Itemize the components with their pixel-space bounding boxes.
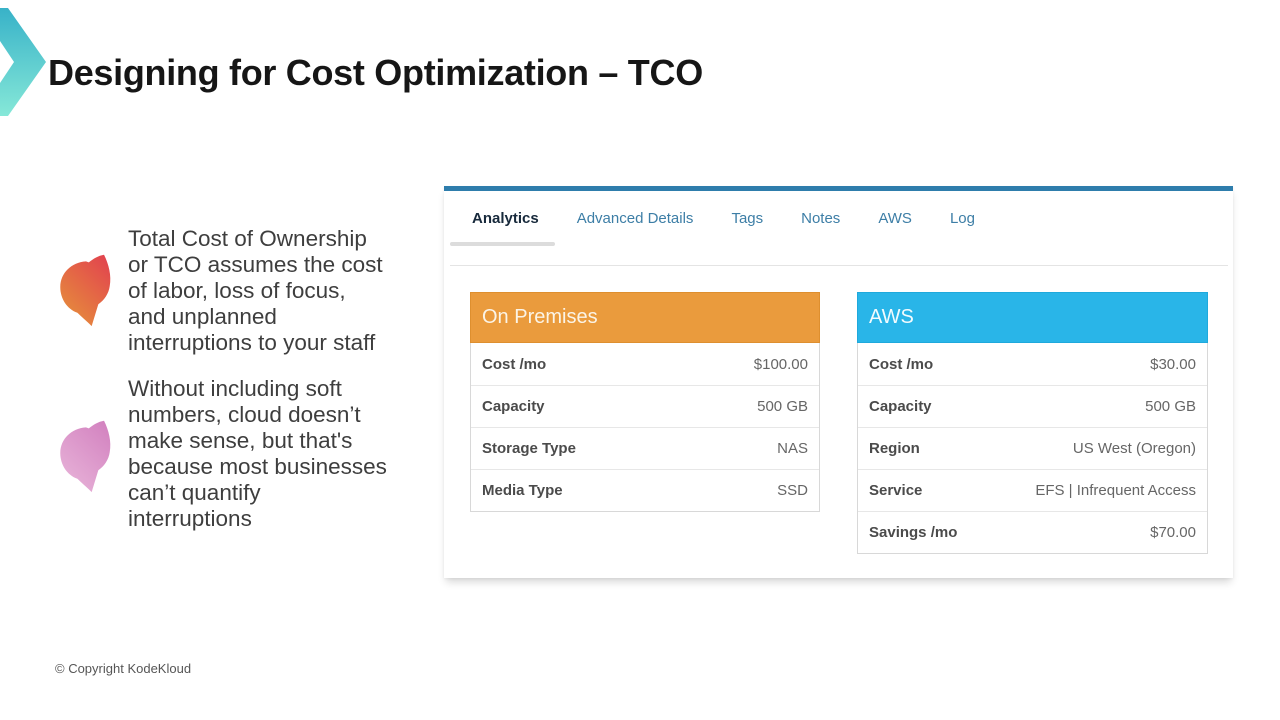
row-value: NAS	[777, 440, 808, 457]
tab-tags[interactable]: Tags	[731, 209, 764, 227]
tab-advanced-details[interactable]: Advanced Details	[576, 209, 694, 227]
row-value: $30.00	[1150, 355, 1196, 373]
table-row: Region US West (Oregon)	[858, 427, 1207, 469]
row-value: 500 GB	[757, 398, 808, 415]
table-row: Service EFS | Infrequent Access	[858, 469, 1207, 511]
details-panel: Analytics Advanced Details Tags Notes AW…	[444, 186, 1233, 578]
row-value: US West (Oregon)	[1072, 440, 1196, 457]
row-label: Savings /mo	[869, 524, 958, 541]
row-value: EFS | Infrequent Access	[1035, 482, 1196, 499]
tab-aws[interactable]: AWS	[878, 209, 912, 227]
table-row: Storage Type NAS	[471, 427, 819, 469]
table-row: Cost /mo $30.00	[858, 343, 1207, 385]
panel-top-accent-bar	[444, 186, 1233, 191]
table-header: On Premises	[470, 292, 820, 343]
active-tab-indicator	[450, 242, 555, 246]
row-value: SSD	[777, 482, 808, 499]
row-label: Cost /mo	[869, 355, 934, 373]
row-label: Cost /mo	[482, 355, 547, 373]
row-label: Region	[869, 440, 920, 457]
row-label: Service	[869, 482, 923, 499]
tab-bar: Analytics Advanced Details Tags Notes AW…	[444, 194, 1233, 242]
bullet-arrow-icon	[60, 254, 111, 327]
table-row: Capacity 500 GB	[858, 385, 1207, 427]
row-label: Capacity	[482, 398, 545, 415]
tab-analytics[interactable]: Analytics	[472, 209, 539, 227]
tab-log[interactable]: Log	[949, 209, 975, 227]
row-label: Capacity	[869, 398, 932, 415]
bullet-arrow-icon	[60, 420, 111, 493]
on-premises-table: On Premises Cost /mo $100.00 Capacity 50…	[470, 292, 820, 512]
aws-table: AWS Cost /mo $30.00 Capacity 500 GB Regi…	[857, 292, 1208, 554]
row-value: $100.00	[753, 355, 808, 373]
table-row: Savings /mo $70.00	[858, 511, 1207, 553]
row-label: Media Type	[482, 482, 563, 499]
row-label: Storage Type	[482, 440, 576, 457]
table-row: Capacity 500 GB	[471, 385, 819, 427]
bullet-text: Without including soft numbers, cloud do…	[128, 376, 387, 531]
row-value: 500 GB	[1145, 398, 1196, 415]
tabs-divider	[450, 265, 1228, 266]
table-header: AWS	[857, 292, 1208, 343]
copyright-text: © Copyright KodeKloud	[55, 661, 192, 676]
tab-notes[interactable]: Notes	[801, 209, 841, 227]
table-row: Media Type SSD	[471, 469, 819, 511]
slide-title: Designing for Cost Optimization – TCO	[48, 52, 703, 93]
slide-accent-chevron-icon	[0, 8, 46, 116]
row-value: $70.00	[1150, 524, 1196, 541]
bullet-text: Total Cost of Ownership or TCO assumes t…	[128, 226, 383, 355]
table-row: Cost /mo $100.00	[471, 343, 819, 385]
